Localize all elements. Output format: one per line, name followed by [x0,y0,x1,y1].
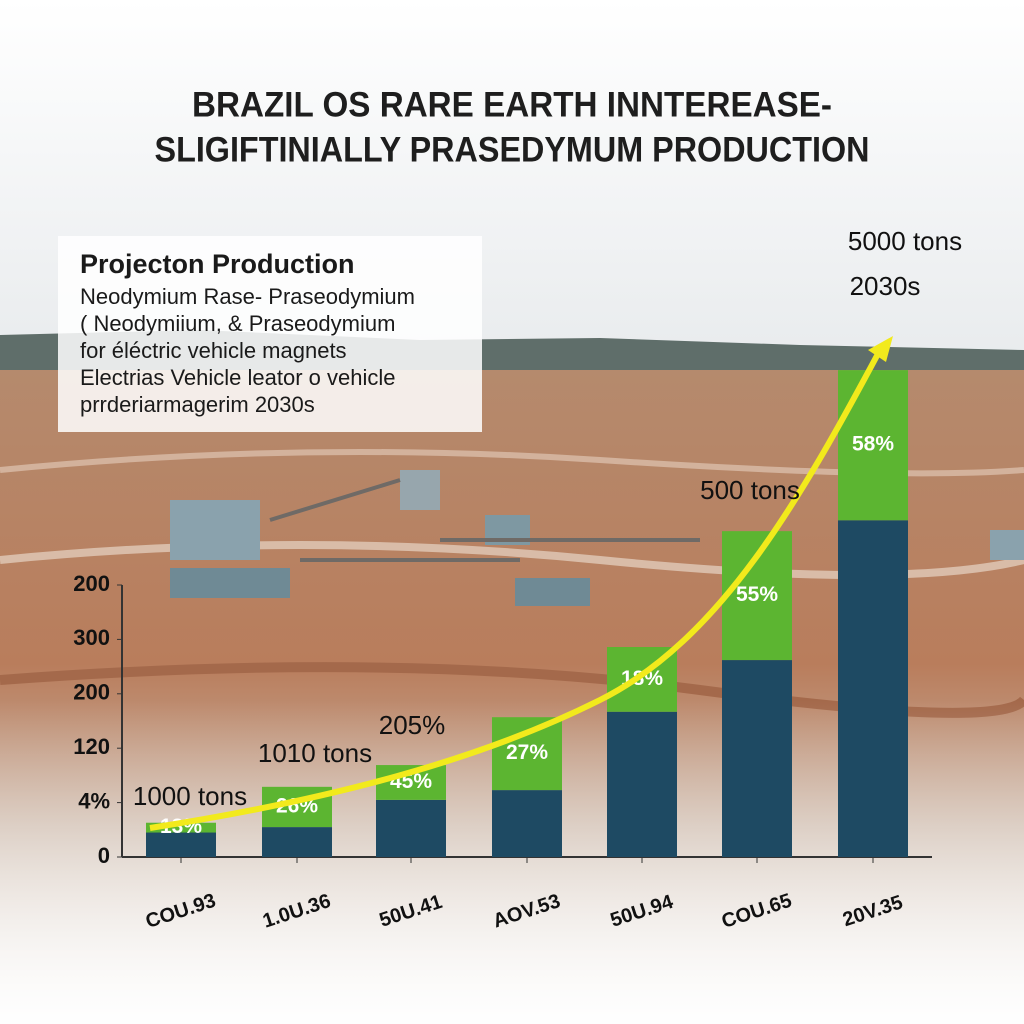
info-line: ( Neodymiium, & Praseodymium [80,311,395,336]
annotation: 205% [379,710,446,740]
annotation: 1000 tons [133,781,247,811]
bar-segment [146,832,216,857]
info-line: Neodymium Rase- Praseodymium [80,284,415,309]
y-tick-label: 120 [73,734,110,759]
segment-label: 58% [852,433,894,456]
info-line: prrderiarmagerim 2030s [80,392,315,417]
bar-segment [838,370,908,521]
title-line: SLIGIFTINIALLY PRASEDYMUM PRODUCTION [155,130,870,169]
bar-segment [838,520,908,857]
annotation: 5000 tons [848,226,962,256]
bar-segment [722,660,792,857]
info-line: for éléctric vehicle magnets [80,338,347,363]
annotation: 1010 tons [258,738,372,768]
annotation: 500 tons [700,475,800,505]
bar-segment [146,822,216,833]
info-line: Electrias Vehicle leator o vehicle [80,365,396,390]
bar-segment [492,717,562,791]
y-tick-label: 300 [73,625,110,650]
bar-segment [492,790,562,857]
y-tick-label: 4% [78,788,110,813]
y-tick-label: 0 [98,843,110,868]
y-tick-label: 200 [73,571,110,596]
bar-segment [262,827,332,857]
title-line: BRAZIL OS RARE EARTH INNTEREASE- [192,85,832,124]
info-heading: Projecton Production [80,249,355,279]
bar-segment [607,711,677,857]
segment-label: 27% [506,741,548,764]
trend-line [149,348,883,831]
segment-label: 55% [736,583,778,606]
info-box [58,236,482,432]
trend-arrowhead [868,336,893,362]
y-tick-label: 200 [73,680,110,705]
bar-segment [376,799,446,857]
annotation: 2030s [850,271,921,301]
